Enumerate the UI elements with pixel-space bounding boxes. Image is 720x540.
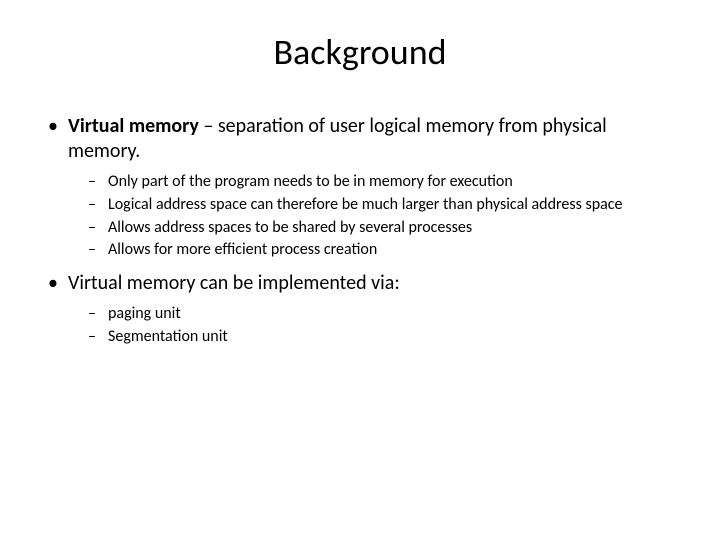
slide-title: Background — [40, 30, 680, 74]
sub-bullet-text: Allows address spaces to be shared by se… — [108, 218, 472, 237]
bullet-item: Virtual memory can be implemented via: p… — [40, 271, 680, 348]
sub-bullet-item: Only part of the program needs to be in … — [68, 172, 680, 193]
bullet-text: Virtual memory can be implemented via: — [68, 271, 400, 295]
bullet-item: Virtual memory – separation of user logi… — [40, 114, 680, 261]
sub-bullet-item: paging unit — [68, 304, 680, 325]
sub-bullet-item: Allows address spaces to be shared by se… — [68, 218, 680, 239]
sub-bullet-text: Only part of the program needs to be in … — [108, 172, 513, 191]
bullet-bold-prefix: Virtual memory — [68, 114, 199, 138]
sub-bullet-item: Segmentation unit — [68, 327, 680, 348]
sub-bullet-text: Segmentation unit — [108, 327, 228, 346]
bullet-list-level2: paging unit Segmentation unit — [68, 304, 680, 348]
bullet-list-level1: Virtual memory – separation of user logi… — [40, 114, 680, 348]
sub-bullet-text: paging unit — [108, 304, 181, 323]
sub-bullet-text: Logical address space can therefore be m… — [108, 195, 623, 214]
bullet-list-level2: Only part of the program needs to be in … — [68, 172, 680, 261]
sub-bullet-item: Logical address space can therefore be m… — [68, 195, 680, 216]
sub-bullet-text: Allows for more efficient process creati… — [108, 240, 377, 259]
sub-bullet-item: Allows for more efficient process creati… — [68, 240, 680, 261]
